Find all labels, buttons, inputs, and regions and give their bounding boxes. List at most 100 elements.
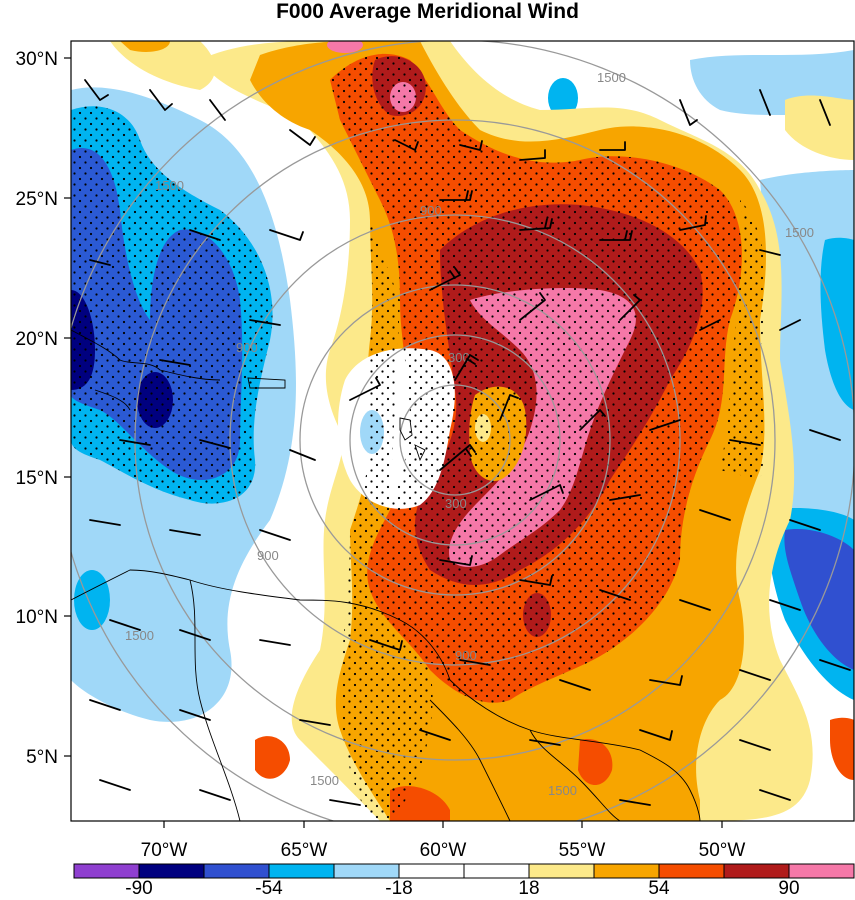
colorbar-swatch [658, 863, 725, 879]
colorbar-swatch [268, 863, 335, 879]
lon-ticks [163, 821, 723, 828]
wind-barb [519, 218, 553, 231]
wind-barb [459, 140, 483, 151]
wind-barb [789, 519, 821, 531]
wind-barb [819, 659, 851, 671]
wind-barb [519, 292, 546, 321]
wind-barb [439, 190, 473, 201]
ring-label: 900 [420, 203, 442, 218]
colorbar-label: 90 [778, 878, 799, 899]
colorbar-label: 18 [518, 878, 539, 899]
wind-barb [269, 229, 304, 241]
colorbar-swatch [333, 863, 400, 879]
wind-barb [259, 529, 291, 541]
wind-barb [759, 789, 791, 801]
wind-barb [819, 99, 831, 126]
ring-label: 1500 [548, 783, 577, 798]
wind-barb [609, 494, 641, 501]
ring-label: 1500 [155, 178, 184, 193]
wind-barb [89, 519, 121, 526]
wind-barb [199, 439, 231, 449]
wind-barb [439, 444, 476, 471]
colorbar-swatch [463, 863, 530, 879]
wind-barb [809, 429, 841, 441]
wind-barb [619, 799, 651, 806]
wind-barbs [84, 79, 851, 806]
colorbar-label: 54 [648, 878, 670, 899]
coastline-antilles [71, 329, 221, 381]
wind-barb [699, 319, 721, 331]
wind-barb [519, 575, 553, 586]
ring-label: 300 [448, 350, 470, 365]
wind-barb [769, 599, 801, 611]
plot-frame [70, 40, 855, 822]
lon-label: 55°W [559, 840, 606, 861]
contour-blue-east [784, 529, 854, 670]
wind-barb [649, 675, 683, 686]
wind-barb [99, 779, 131, 791]
wind-barb [599, 589, 631, 601]
contour-stipple-west [71, 106, 273, 504]
contour-red-se [578, 739, 613, 785]
colorbar-label: -18 [385, 878, 412, 899]
wind-barb [759, 249, 781, 256]
wind-barb [109, 619, 141, 631]
wind-barb [179, 709, 211, 721]
wind-barb [519, 149, 546, 161]
ring-label: 900 [236, 340, 258, 355]
wind-barb [579, 409, 606, 431]
wind-barb [739, 739, 771, 751]
range-ring-4 [229, 214, 681, 666]
range-ring-1 [399, 384, 511, 496]
wind-barb [439, 555, 473, 566]
wind-barb [329, 799, 361, 806]
wind-barb [429, 267, 461, 291]
colorbar-swatch [788, 863, 855, 879]
contour-red-smallsw [255, 736, 290, 779]
lat-label: 10°N [16, 607, 58, 628]
wind-barb [779, 319, 801, 331]
chart-title: F000 Average Meridional Wind [276, 0, 579, 23]
coastline-delta [429, 699, 511, 821]
colorbar-swatch [203, 863, 270, 879]
range-rings [71, 41, 854, 821]
colorbar-label: -90 [125, 878, 152, 899]
lon-label: 60°W [420, 840, 467, 861]
coastline-eye-islands [399, 417, 426, 462]
wind-barb [159, 359, 191, 366]
coastline-se [529, 729, 621, 821]
ring-label: 1500 [310, 773, 339, 788]
lat-ticks [64, 57, 71, 757]
coastline-island-east [247, 377, 286, 389]
ring-label: 300 [445, 496, 467, 511]
wind-barb [89, 259, 111, 266]
wind-barb [499, 394, 519, 421]
wind-barb [349, 377, 381, 401]
colorbar-label: -54 [255, 878, 283, 899]
wind-barb [529, 739, 561, 746]
colorbar-swatch [593, 863, 660, 879]
lat-label: 5°N [26, 747, 58, 768]
coastlines [71, 329, 701, 821]
coastline-inland [189, 579, 241, 821]
wind-barb [394, 139, 419, 151]
contour-orange-north [120, 41, 170, 52]
wind-barb [759, 89, 771, 116]
wind-barb [419, 729, 451, 741]
wind-barb [679, 215, 707, 231]
range-ring-2 [349, 334, 561, 546]
wind-barb [249, 319, 281, 326]
colorbar-swatch [723, 863, 790, 879]
contour-pink-top [327, 41, 363, 53]
wind-barb [459, 659, 491, 666]
wind-barb [189, 229, 221, 241]
contour-yellow-north [110, 41, 215, 90]
wind-barb [149, 89, 173, 111]
wind-barb [699, 509, 731, 521]
ring-label: 1500 [785, 225, 814, 240]
wind-barb [84, 79, 109, 101]
wind-barb [619, 294, 641, 321]
ring-label: 1500 [125, 628, 154, 643]
wind-barb [599, 230, 633, 241]
